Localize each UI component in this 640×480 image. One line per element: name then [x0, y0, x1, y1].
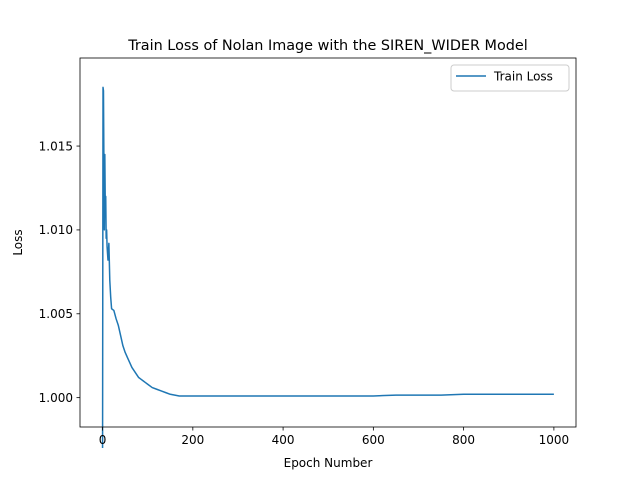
- y-tick-label: 1.000: [39, 391, 73, 405]
- x-tick-label: 800: [452, 433, 475, 447]
- legend-label-train-loss: Train Loss: [493, 70, 553, 84]
- y-tick-label: 1.015: [39, 139, 73, 153]
- x-axis: 0 200 400 600 800 1000: [99, 427, 569, 447]
- x-tick-label: 400: [272, 433, 295, 447]
- y-tick-label: 1.005: [39, 307, 73, 321]
- series-line-train-loss: [101, 86, 554, 448]
- x-tick-label: 200: [181, 433, 204, 447]
- x-axis-label: Epoch Number: [284, 456, 373, 470]
- x-tick-label: 600: [362, 433, 385, 447]
- x-tick-label: 1000: [539, 433, 570, 447]
- plot-border: [79, 57, 577, 428]
- legend: Train Loss: [450, 64, 570, 92]
- y-tick-label: 1.010: [39, 223, 73, 237]
- chart-title: Train Loss of Nolan Image with the SIREN…: [127, 38, 528, 54]
- series-layer: [101, 86, 554, 448]
- plot-area: [80, 58, 576, 427]
- y-axis-label: Loss: [11, 229, 25, 255]
- legend-box: [450, 64, 570, 92]
- y-axis: 1.000 1.005 1.010 1.015: [39, 139, 80, 405]
- x-tick-label: 0: [99, 433, 107, 447]
